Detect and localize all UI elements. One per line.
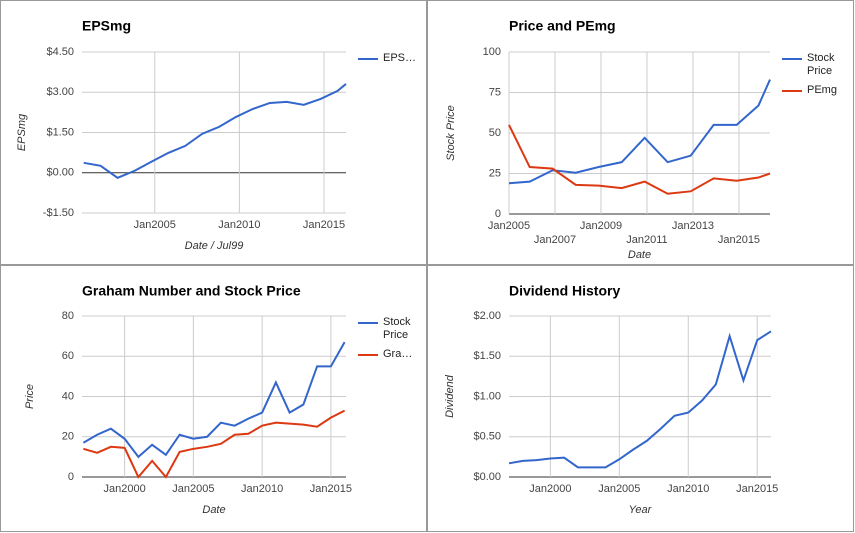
legend-item: Gra… (358, 348, 423, 361)
panel (427, 265, 854, 532)
x-tick-label: Jan2011 (626, 234, 667, 246)
x-tick-label: Jan2013 (672, 220, 714, 232)
panel (427, 0, 854, 265)
y-axis-title: Price (24, 384, 36, 409)
legend-swatch (782, 90, 802, 92)
x-tick-label: Jan2015 (736, 483, 778, 495)
y-tick-label: $1.50 (46, 126, 74, 138)
series-line (82, 341, 346, 459)
chart-title: EPSmg (82, 18, 131, 34)
x-tick-label: Jan2009 (580, 220, 622, 232)
y-tick-label: -$1.50 (43, 207, 74, 219)
legend-item: EPS… (358, 52, 423, 65)
series-line (83, 83, 347, 179)
series-line (508, 79, 771, 185)
y-tick-label: 40 (62, 390, 74, 402)
legend-swatch (358, 354, 378, 356)
y-tick-label: 0 (68, 471, 74, 483)
legend-item: PEmg (782, 84, 847, 97)
panel (0, 0, 427, 265)
x-tick-label: Jan2010 (667, 483, 709, 495)
y-tick-label: 80 (62, 310, 74, 322)
series-line (508, 330, 772, 469)
x-tick-label: Jan2010 (241, 483, 283, 495)
x-tick-label: Jan2005 (134, 219, 176, 231)
x-tick-label: Jan2007 (534, 234, 576, 246)
x-tick-label: Jan2005 (598, 483, 640, 495)
x-axis-title: Date (202, 504, 225, 516)
y-tick-label: $1.00 (473, 390, 501, 402)
panel (0, 265, 427, 532)
x-axis-title: Year (629, 504, 653, 516)
y-tick-label: 50 (489, 127, 501, 139)
legend-item: Stock Price (782, 52, 847, 78)
series-line (508, 124, 771, 195)
legend: Stock Price PEmg (782, 52, 847, 103)
y-tick-label: $1.50 (473, 350, 501, 362)
legend-label: Stock Price (807, 52, 835, 77)
y-tick-label: $0.50 (473, 431, 501, 443)
legend-item: Stock Price (358, 316, 423, 342)
x-tick-label: Jan2000 (104, 483, 146, 495)
y-axis-title: Dividend (444, 374, 456, 418)
x-axis-title: Date / Jul99 (185, 240, 244, 252)
legend: Stock Price Gra… (358, 316, 423, 367)
y-axis-title: Stock Price (445, 105, 457, 161)
y-tick-label: 75 (489, 86, 501, 98)
chart-title: Price and PEmg (509, 18, 616, 34)
x-tick-label: Jan2015 (303, 219, 345, 231)
series-line (83, 409, 346, 479)
chart-title: Dividend History (509, 283, 620, 299)
y-tick-label: $0.00 (473, 471, 501, 483)
legend: EPS… (358, 52, 423, 71)
x-tick-label: Jan2015 (718, 234, 760, 246)
x-tick-label: Jan2010 (218, 219, 260, 231)
legend-label: PEmg (807, 84, 837, 96)
y-tick-label: 20 (62, 431, 74, 443)
y-axis-title: EPSmg (16, 113, 28, 151)
y-tick-label: $2.00 (473, 310, 501, 322)
y-tick-label: $3.00 (46, 86, 74, 98)
y-tick-label: $0.00 (46, 167, 74, 179)
y-tick-label: 25 (489, 167, 501, 179)
x-tick-label: Jan2005 (488, 220, 530, 232)
x-tick-label: Jan2000 (529, 483, 571, 495)
y-tick-label: 60 (62, 350, 74, 362)
y-tick-label: 100 (483, 46, 501, 58)
y-tick-label: $4.50 (46, 46, 74, 58)
x-axis-title: Date (628, 249, 651, 261)
y-tick-label: 0 (495, 208, 501, 220)
legend-label: Stock Price (383, 316, 411, 341)
legend-swatch (358, 322, 378, 324)
legend-label: EPS… (383, 52, 417, 64)
legend-label: Gra… (383, 348, 413, 360)
legend-swatch (358, 58, 378, 60)
chart-title: Graham Number and Stock Price (82, 283, 301, 299)
legend-swatch (782, 58, 802, 60)
x-tick-label: Jan2005 (172, 483, 214, 495)
x-tick-label: Jan2015 (310, 483, 352, 495)
